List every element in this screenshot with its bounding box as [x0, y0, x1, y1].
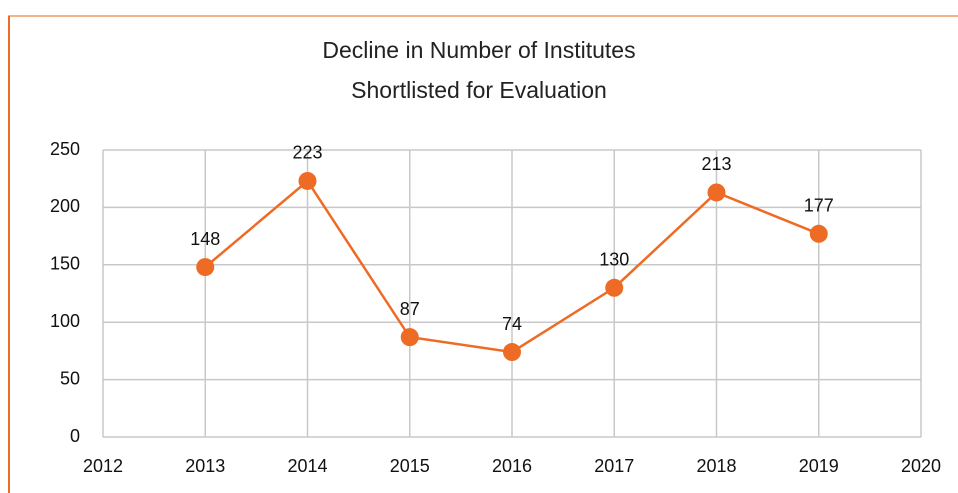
data-label: 130	[599, 250, 629, 270]
marker	[503, 343, 521, 362]
marker	[298, 171, 317, 190]
x-tick-label: 2013	[185, 456, 225, 476]
y-tick-label: 0	[70, 426, 80, 446]
marker	[605, 278, 624, 297]
x-tick-label: 2014	[287, 456, 327, 476]
y-tick-label: 50	[60, 368, 80, 388]
x-tick-label: 2016	[492, 456, 532, 476]
x-tick-label: 2012	[83, 456, 123, 476]
y-tick-label: 100	[50, 311, 80, 331]
data-label: 74	[502, 314, 522, 334]
marker	[707, 183, 726, 202]
y-tick-label: 200	[50, 196, 80, 216]
marker	[196, 258, 215, 277]
x-tick-label: 2015	[390, 456, 430, 476]
marker	[809, 224, 828, 243]
x-tick-label: 2017	[594, 456, 634, 476]
data-label: 87	[400, 299, 420, 319]
data-label: 223	[292, 143, 322, 163]
y-tick-label: 250	[50, 139, 80, 159]
data-label: 177	[804, 196, 834, 216]
data-label: 148	[190, 229, 220, 249]
x-tick-label: 2020	[901, 456, 941, 476]
chart-title: Decline in Number of Institutes Shortlis…	[322, 37, 636, 103]
data-label: 213	[701, 154, 731, 174]
y-tick-label: 150	[50, 254, 80, 274]
x-tick-label: 2018	[696, 456, 736, 476]
x-tick-label: 2019	[799, 456, 839, 476]
marker	[400, 328, 419, 347]
